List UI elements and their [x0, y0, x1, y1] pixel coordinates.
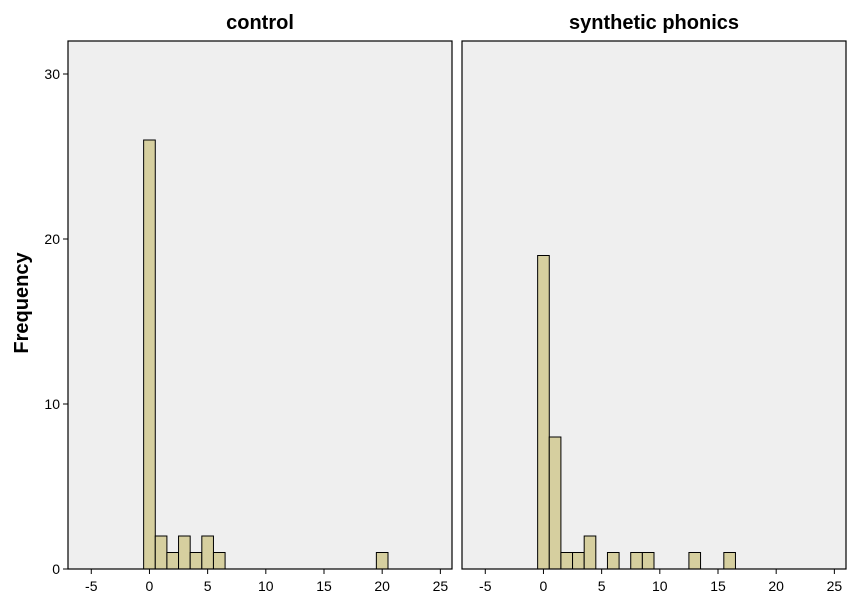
histogram-bar [583, 535, 597, 570]
histogram-bar [201, 535, 214, 570]
x-tick-label: 25 [827, 578, 843, 594]
histogram-bar [154, 535, 168, 570]
y-tick-label: 10 [44, 396, 60, 412]
histogram-bar [630, 552, 643, 570]
x-tick-label: 20 [374, 578, 390, 594]
x-tick-label: 5 [598, 578, 606, 594]
y-tick-label: 30 [44, 66, 60, 82]
histogram-bar [560, 552, 574, 570]
histogram-bar [572, 552, 585, 570]
bar-group [143, 139, 389, 570]
x-axis: -5 0 5 10 15 20 25 [479, 569, 842, 594]
panel-synthetic-phonics: synthetic phonics -5 0 5 10 15 20 25 [461, 12, 847, 594]
histogram-bar [723, 552, 736, 570]
histogram-bar [606, 552, 620, 570]
y-axis: 0 10 20 30 [44, 66, 68, 577]
histogram-bar [375, 552, 389, 570]
x-tick-label: 10 [652, 578, 668, 594]
x-tick-label: 0 [540, 578, 548, 594]
histogram-bar [143, 139, 156, 570]
x-tick-label: 25 [433, 578, 449, 594]
panel-title: control [226, 12, 294, 34]
panel-frame [461, 40, 847, 570]
histogram-bar [189, 552, 203, 570]
x-tick-label: 5 [204, 578, 212, 594]
panel-background [68, 41, 452, 569]
panel-background [462, 41, 846, 569]
x-axis: -5 0 5 10 15 20 25 [85, 569, 448, 594]
y-tick-label: 0 [52, 561, 60, 577]
y-tick-label: 20 [44, 231, 60, 247]
panel-frame [67, 40, 453, 570]
histogram-bar [548, 436, 562, 570]
x-tick-label: 0 [146, 578, 154, 594]
x-tick-label: -5 [479, 578, 492, 594]
histogram-bar [537, 255, 550, 570]
panel-title: synthetic phonics [569, 12, 739, 34]
histogram-bar [212, 552, 226, 570]
histogram-bar [178, 535, 191, 570]
x-tick-label: 20 [768, 578, 784, 594]
panel-control: control 0 10 20 30 -5 0 5 10 15 20 25 [44, 12, 453, 594]
histogram-bar [688, 552, 702, 570]
histogram-bar [641, 552, 655, 570]
histogram-bar [166, 552, 180, 570]
x-tick-label: 15 [710, 578, 726, 594]
x-tick-label: 10 [258, 578, 274, 594]
y-axis-title: Frequency [11, 252, 33, 354]
x-tick-label: -5 [85, 578, 98, 594]
x-tick-label: 15 [316, 578, 332, 594]
